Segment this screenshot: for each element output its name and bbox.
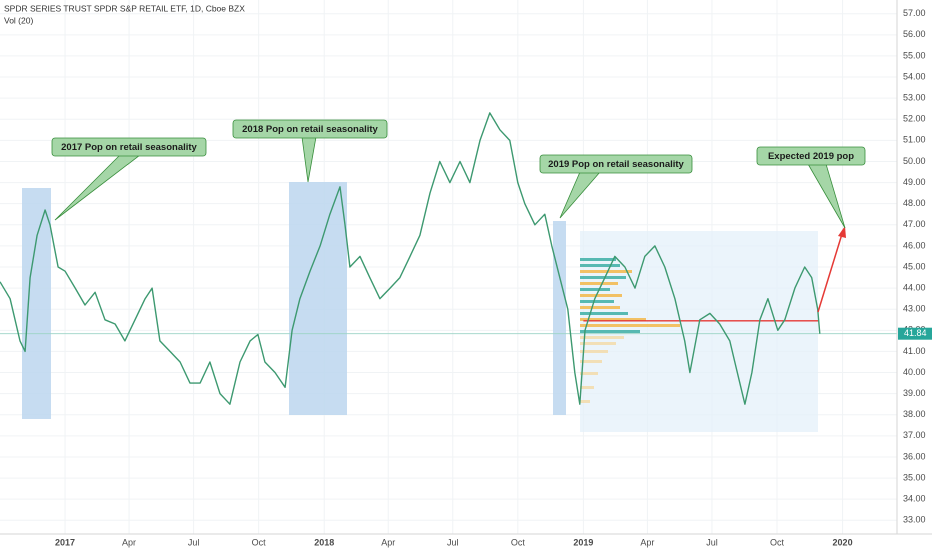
callout-text: Expected 2019 pop	[768, 151, 854, 162]
y-tick-label: 46.00	[903, 240, 926, 250]
y-tick-label: 50.00	[903, 156, 926, 166]
volume-label: Vol (20)	[4, 15, 33, 25]
y-tick-label: 52.00	[903, 114, 926, 124]
x-tick-label: Apr	[640, 537, 654, 547]
arrow	[817, 233, 843, 313]
y-tick-label: 36.00	[903, 451, 926, 461]
callout-text: 2019 Pop on retail seasonality	[548, 159, 684, 170]
x-tick-label: 2017	[55, 537, 75, 547]
y-tick-label: 55.00	[903, 50, 926, 60]
y-tick-label: 41.00	[903, 346, 926, 356]
x-tick-label: 2019	[573, 537, 593, 547]
y-tick-label: 39.00	[903, 388, 926, 398]
last-price-tag	[898, 327, 932, 340]
y-tick-label: 53.00	[903, 93, 926, 103]
callout: 2017 Pop on retail seasonality	[51, 137, 207, 221]
y-tick-label: 48.00	[903, 198, 926, 208]
y-tick-label: 47.00	[903, 219, 926, 229]
y-tick-label: 51.00	[903, 135, 926, 145]
x-tick-label: 2018	[314, 537, 334, 547]
marks	[0, 112, 897, 405]
callout: Expected 2019 pop	[756, 146, 866, 229]
price-line	[0, 112, 821, 405]
callout: 2019 Pop on retail seasonality	[539, 154, 693, 219]
x-tick-label: Oct	[252, 537, 267, 547]
callout: 2018 Pop on retail seasonality	[232, 119, 388, 183]
chart-title: SPDR SERIES TRUST SPDR S&P RETAIL ETF, 1…	[4, 3, 245, 13]
y-tick-label: 54.00	[903, 71, 926, 81]
zone-2019	[553, 221, 566, 415]
y-tick-label: 38.00	[903, 409, 926, 419]
last-price-label: 41.84	[904, 328, 927, 338]
volume-profile	[580, 258, 680, 403]
y-tick-label: 34.00	[903, 494, 926, 504]
y-tick-label: 56.00	[903, 29, 926, 39]
x-tick-label: Apr	[122, 537, 136, 547]
y-tick-label: 45.00	[903, 261, 926, 271]
x-tick-label: 2020	[833, 537, 853, 547]
x-tick-label: Jul	[188, 537, 200, 547]
zone-2017	[22, 188, 51, 419]
y-tick-label: 43.00	[903, 304, 926, 314]
x-tick-label: Oct	[511, 537, 526, 547]
callout-text: 2018 Pop on retail seasonality	[242, 124, 378, 135]
x-tick-label: Jul	[706, 537, 718, 547]
y-tick-label: 33.00	[903, 515, 926, 525]
price-axis	[897, 0, 932, 550]
zone-2018	[289, 182, 347, 415]
y-tick-label: 37.00	[903, 430, 926, 440]
y-tick-label: 49.00	[903, 177, 926, 187]
callout-text: 2017 Pop on retail seasonality	[61, 142, 197, 153]
arrow-head	[838, 226, 846, 238]
y-tick-label: 57.00	[903, 8, 926, 18]
axes: 33.00 34.00 35.00 36.00 37.00 38.00 39.00 40.00…	[55, 8, 932, 547]
y-tick-label: 44.00	[903, 282, 926, 292]
x-tick-label: Jul	[447, 537, 459, 547]
y-tick-label: 35.00	[903, 472, 926, 482]
x-tick-label: Apr	[381, 537, 395, 547]
y-tick-label: 40.00	[903, 367, 926, 377]
x-tick-label: Oct	[770, 537, 785, 547]
